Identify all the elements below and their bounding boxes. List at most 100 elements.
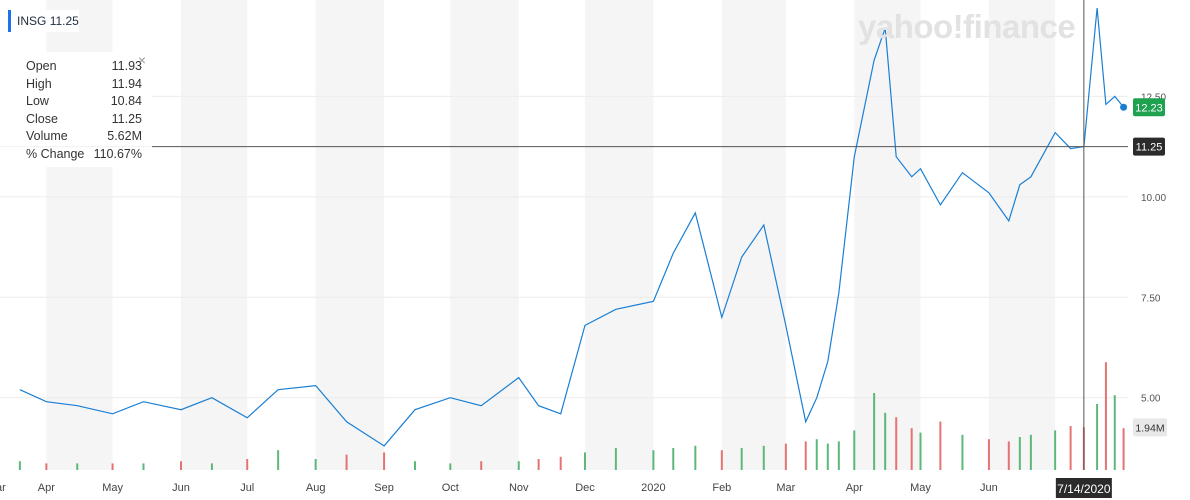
volume-bar [246, 459, 249, 470]
volume-bar [383, 452, 386, 470]
ohlc-value: 5.62M [107, 129, 142, 143]
x-tick-label: Apr [38, 482, 55, 494]
crosshair-date-label: 7/14/2020 [1057, 482, 1111, 496]
crosshair-price-badge [1133, 137, 1165, 156]
volume-bar [45, 463, 48, 470]
close-icon[interactable]: × [137, 52, 146, 68]
price-line [19, 7, 1125, 447]
ohlc-row-open: Open 11.93 [0, 58, 152, 76]
volume-bar [142, 463, 145, 470]
volume-bar [1018, 437, 1021, 470]
month-band [854, 0, 921, 470]
volume-bar [837, 441, 840, 470]
volume-bar [652, 450, 655, 470]
volume-bar [1096, 404, 1099, 470]
price-series [19, 7, 1128, 447]
volume-bar [1069, 426, 1072, 470]
ohlc-label: Low [26, 94, 49, 108]
volume-bar [672, 448, 675, 470]
volume-bar [18, 461, 21, 470]
volume-bars [18, 362, 1125, 470]
volume-bar [762, 445, 765, 470]
yahoo-finance-logo: yahoo!finance [858, 8, 1076, 45]
x-tick-label: Oct [442, 482, 459, 494]
volume-bar [884, 412, 887, 470]
y-tick-label: 5.00 [1141, 394, 1161, 405]
month-band [450, 0, 519, 470]
month-bands [46, 0, 1056, 470]
month-band [988, 0, 1056, 470]
month-band [584, 0, 654, 470]
volume-bar [345, 454, 348, 470]
ohlc-value: 11.94 [111, 76, 142, 91]
x-tick-label: Jun [980, 482, 998, 494]
volume-bar [784, 443, 787, 470]
crosshair-price-label: 11.25 [1136, 142, 1163, 154]
volume-bar [1029, 434, 1032, 470]
ohlc-tooltip: × Open 11.93 High 11.94 Low 10.84 Close 11.2… [0, 52, 152, 167]
volume-badge [1133, 418, 1167, 437]
ticker-label: INSG 11.25 [8, 10, 79, 32]
volume-bar [314, 459, 317, 470]
volume-bar [517, 461, 520, 470]
volume-bar [815, 439, 818, 470]
ohlc-label: Volume [26, 129, 68, 143]
x-tick-label: Feb [712, 482, 731, 494]
ohlc-value: 10.84 [110, 94, 142, 108]
ohlc-value: 11.93 [111, 59, 142, 73]
volume-bar [873, 393, 876, 470]
month-band [721, 0, 786, 470]
volume-bar [939, 421, 942, 470]
month-band [315, 0, 385, 470]
ohlc-label: % Change [26, 146, 85, 161]
volume-bar [449, 463, 452, 470]
y-tick-label: 12.50 [1141, 92, 1166, 103]
ohlc-row-high: High 11.94 [0, 76, 152, 94]
x-tick-label: May [910, 482, 931, 494]
volume-bar [583, 452, 586, 470]
x-tick-label: May [102, 482, 123, 494]
axis-labels: 12.50 10.00 7.50 5.00 ar Apr May Jun Jul Aug Sep Oc… [0, 92, 1167, 494]
x-tick-label: Apr [846, 482, 863, 494]
volume-bar [987, 439, 990, 470]
x-tick-label: Sep [374, 482, 394, 494]
volume-bar [1122, 428, 1125, 470]
volume-bar [480, 461, 483, 470]
volume-bar [961, 434, 964, 470]
volume-bar [111, 463, 114, 470]
ohlc-label: Open [26, 59, 57, 73]
x-tick-label: Jun [172, 482, 190, 494]
ohlc-label: Close [26, 111, 58, 126]
ticker-price: 11.25 [49, 14, 79, 28]
ohlc-value: 110.67% [93, 146, 142, 161]
volume-bar [614, 448, 617, 470]
x-tick-label: Dec [575, 482, 595, 494]
grid-lines [0, 95, 1128, 399]
ticker-accent [8, 10, 11, 32]
volume-bar [1054, 430, 1057, 470]
ohlc-row-volume: Volume 5.62M [0, 128, 152, 146]
volume-bar [76, 463, 79, 470]
volume-bar [1007, 441, 1010, 470]
volume-bar [1104, 362, 1107, 470]
ohlc-label: High [26, 76, 52, 91]
volume-bar [1113, 395, 1116, 470]
volume-bar [826, 443, 829, 470]
volume-bar [537, 459, 540, 470]
x-tick-label: 2020 [641, 482, 665, 494]
volume-bar [895, 417, 898, 470]
volume-bar [853, 430, 856, 470]
volume-bar [910, 428, 913, 470]
crosshair-date-badge [1055, 478, 1112, 498]
volume-bar [559, 456, 562, 470]
ticker-symbol: INSG [17, 14, 47, 28]
x-tick-label: Jul [240, 482, 254, 494]
y-tick-label: 10.00 [1141, 193, 1166, 204]
x-tick-label: Nov [509, 482, 529, 494]
volume-label: 1.94M [1135, 422, 1164, 434]
volume-bar [740, 448, 743, 470]
volume-bar [180, 461, 183, 470]
volume-bar [277, 450, 280, 470]
volume-bar [413, 461, 416, 470]
